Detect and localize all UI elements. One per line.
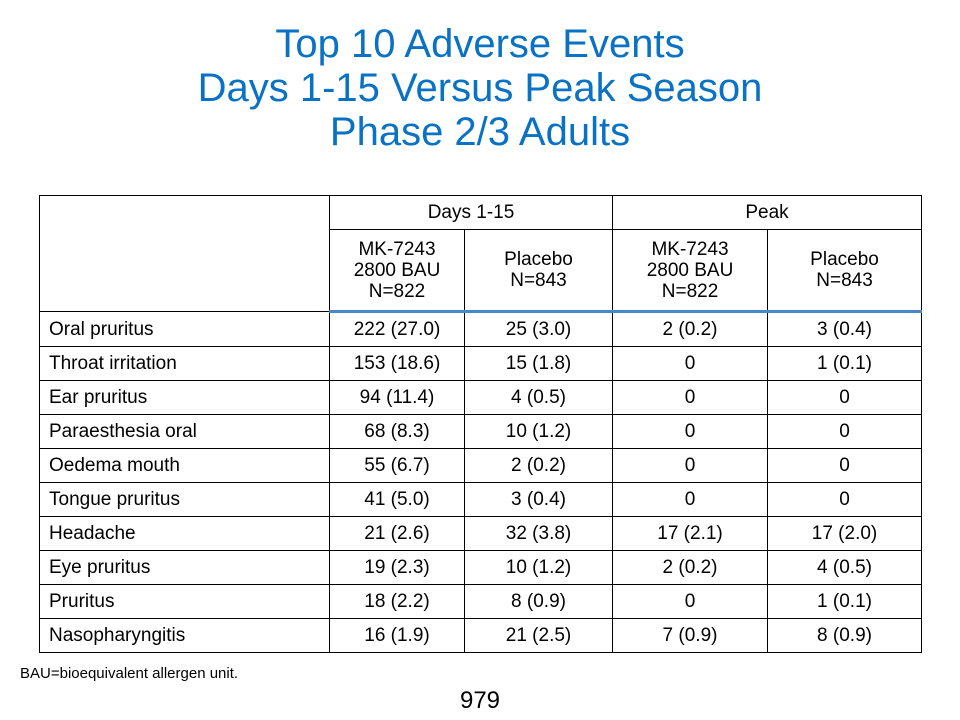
- title-line-1: Top 10 Adverse Events: [275, 22, 685, 66]
- value-cell: 17 (2.0): [767, 516, 923, 551]
- table-body: Days 1-15 Peak MK-7243 2800 BAU N=822 Pl…: [39, 195, 923, 653]
- value-cell: 2 (0.2): [612, 550, 769, 585]
- page-number: 979: [459, 687, 501, 714]
- group-header-row: Days 1-15 Peak: [39, 195, 923, 312]
- sub-header-days-mk7243: MK-7243 2800 BAU N=822: [329, 229, 465, 313]
- adverse-event-label: Paraesthesia oral: [39, 414, 330, 449]
- group-header-peak: Peak: [612, 195, 923, 230]
- value-cell: 94 (11.4): [329, 380, 465, 415]
- table-row: Tongue pruritus 41 (5.0) 3 (0.4) 0 0: [39, 482, 923, 517]
- title-line-2: Days 1-15 Versus Peak Season: [197, 66, 763, 110]
- footnote: BAU=bioequivalent allergen unit.: [20, 665, 239, 682]
- value-cell: 0: [767, 414, 923, 449]
- value-cell: 41 (5.0): [329, 482, 465, 517]
- corner-cell: [39, 195, 330, 312]
- value-cell: 3 (0.4): [767, 311, 923, 347]
- group-header-days-1-15: Days 1-15: [328, 195, 614, 230]
- sub-header-line: Placebo: [810, 249, 879, 270]
- value-cell: 0: [612, 482, 769, 517]
- adverse-event-label: Throat irritation: [39, 346, 330, 381]
- sub-header-line: N=822: [368, 280, 426, 302]
- table-row: Ear pruritus 94 (11.4) 4 (0.5) 0 0: [39, 380, 923, 415]
- value-cell: 8 (0.9): [463, 584, 614, 619]
- value-cell: 0: [767, 448, 923, 483]
- sub-header-line: N=822: [661, 280, 719, 302]
- value-cell: 32 (3.8): [463, 516, 614, 551]
- sub-header-line: 2800 BAU: [353, 259, 441, 281]
- value-cell: 4 (0.5): [463, 380, 614, 415]
- value-cell: 25 (3.0): [463, 311, 614, 347]
- value-cell: 222 (27.0): [329, 311, 465, 347]
- adverse-event-label: Headache: [39, 516, 330, 551]
- value-cell: 0: [612, 380, 769, 415]
- value-cell: 7 (0.9): [612, 618, 769, 653]
- value-cell: 16 (1.9): [329, 618, 465, 653]
- value-cell: 55 (6.7): [329, 448, 465, 483]
- value-cell: 4 (0.5): [767, 550, 923, 585]
- title-line-3: Phase 2/3 Adults: [329, 110, 631, 154]
- sub-header-line: N=843: [816, 270, 873, 291]
- value-cell: 153 (18.6): [329, 346, 465, 381]
- sub-header-line: MK-7243: [358, 238, 436, 260]
- sub-header-line: 2800 BAU: [646, 259, 734, 281]
- value-cell: 10 (1.2): [463, 414, 614, 449]
- adverse-event-label: Ear pruritus: [39, 380, 330, 415]
- sub-header-line: MK-7243: [651, 238, 729, 260]
- value-cell: 2 (0.2): [612, 311, 769, 347]
- sub-header-peak-mk7243: MK-7243 2800 BAU N=822: [612, 229, 769, 313]
- slide-title: Top 10 Adverse Events Days 1-15 Versus P…: [0, 22, 960, 154]
- value-cell: 0: [612, 414, 769, 449]
- table-row: Nasopharyngitis 16 (1.9) 21 (2.5) 7 (0.9) 8 …: [39, 618, 923, 653]
- adverse-event-label: Pruritus: [39, 584, 330, 619]
- value-cell: 68 (8.3): [329, 414, 465, 449]
- value-cell: 1 (0.1): [767, 346, 923, 381]
- sub-header-row: MK-7243 2800 BAU N=822 Placebo N=843 MK-…: [40, 229, 923, 313]
- value-cell: 3 (0.4): [463, 482, 614, 517]
- value-cell: 0: [612, 584, 769, 619]
- adverse-event-label: Tongue pruritus: [39, 482, 330, 517]
- value-cell: 2 (0.2): [463, 448, 614, 483]
- adverse-events-table: Days 1-15 Peak MK-7243 2800 BAU N=822 Pl…: [39, 195, 923, 653]
- adverse-event-label: Nasopharyngitis: [39, 618, 330, 653]
- value-cell: 15 (1.8): [463, 346, 614, 381]
- table-row: Pruritus 18 (2.2) 8 (0.9) 0 1 (0.1): [39, 584, 923, 619]
- sub-header-days-placebo: Placebo N=843: [463, 229, 614, 313]
- table-row: Eye pruritus 19 (2.3) 10 (1.2) 2 (0.2) 4 (0.…: [39, 550, 923, 585]
- value-cell: 17 (2.1): [612, 516, 769, 551]
- sub-header-peak-placebo: Placebo N=843: [767, 229, 923, 313]
- table-row: Oedema mouth 55 (6.7) 2 (0.2) 0 0: [39, 448, 923, 483]
- sub-header-line: Placebo: [504, 249, 573, 270]
- value-cell: 0: [612, 448, 769, 483]
- adverse-event-label: Oedema mouth: [39, 448, 330, 483]
- value-cell: 0: [612, 346, 769, 381]
- value-cell: 21 (2.5): [463, 618, 614, 653]
- table-row: Throat irritation 153 (18.6) 15 (1.8) 0 1 (0…: [39, 346, 923, 381]
- sub-header-line: N=843: [510, 270, 567, 291]
- value-cell: 19 (2.3): [329, 550, 465, 585]
- adverse-event-label: Oral pruritus: [39, 311, 330, 347]
- table-row: Paraesthesia oral 68 (8.3) 10 (1.2) 0 0: [39, 414, 923, 449]
- value-cell: 21 (2.6): [329, 516, 465, 551]
- table-row: Oral pruritus 222 (27.0) 25 (3.0) 2 (0.2) 3 …: [39, 311, 923, 347]
- value-cell: 18 (2.2): [329, 584, 465, 619]
- adverse-event-label: Eye pruritus: [39, 550, 330, 585]
- value-cell: 1 (0.1): [767, 584, 923, 619]
- value-cell: 0: [767, 380, 923, 415]
- value-cell: 10 (1.2): [463, 550, 614, 585]
- value-cell: 8 (0.9): [767, 618, 923, 653]
- value-cell: 0: [767, 482, 923, 517]
- table-row: Headache 21 (2.6) 32 (3.8) 17 (2.1) 17 (2.0): [39, 516, 923, 551]
